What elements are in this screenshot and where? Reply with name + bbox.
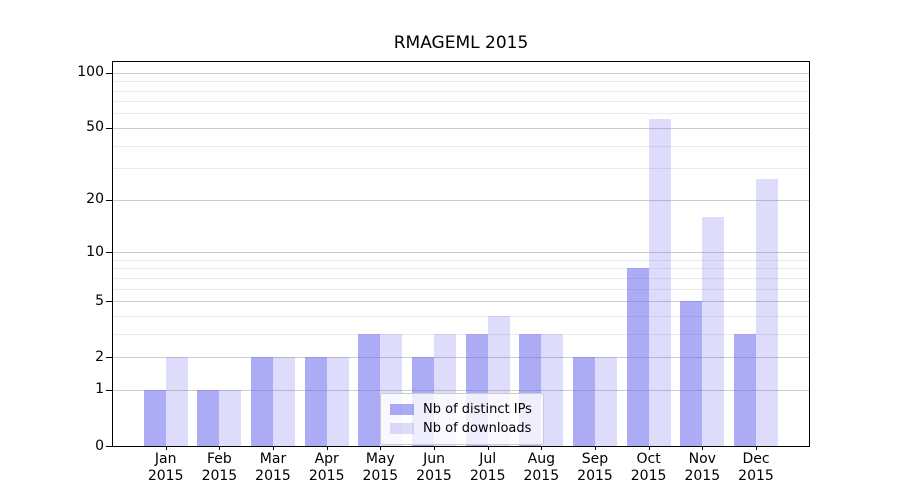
bar-downloads-oct — [648, 118, 671, 446]
gridline-10 — [113, 252, 809, 253]
bar-distinct-ips-sep — [573, 357, 595, 446]
x-tick-label-month-jun: Jun — [423, 451, 445, 467]
gridline-3 — [113, 333, 809, 335]
bar-distinct-ips-oct — [626, 268, 649, 446]
x-tick-label-year-aug: 2015 — [523, 468, 560, 484]
gridline-100 — [113, 72, 809, 74]
legend-item-downloads: Nb of downloads — [390, 419, 534, 438]
y-tick-label-0: 0 — [95, 437, 104, 454]
y-tick-label-50: 50 — [86, 119, 104, 136]
gridline-8 — [113, 268, 809, 270]
legend: Nb of distinct IPs Nb of downloads — [380, 393, 544, 445]
bar-downloads-jan — [165, 357, 188, 446]
gridline-5 — [113, 301, 809, 302]
bar-distinct-ips-feb — [197, 389, 220, 446]
gridline-90 — [113, 81, 809, 83]
x-tick-label-year-oct: 2015 — [630, 468, 667, 484]
legend-item-distinct-ips: Nb of distinct IPs — [390, 400, 534, 419]
y-tick-label-100: 100 — [77, 64, 104, 81]
gridline-50 — [113, 127, 809, 129]
x-tick-label-month-nov: Nov — [688, 451, 716, 467]
bar-downloads-feb — [219, 389, 242, 446]
bar-downloads-dec — [756, 179, 778, 446]
x-tick-label-month-mar: Mar — [259, 451, 287, 467]
x-tick-label-year-may: 2015 — [362, 468, 399, 484]
y-tick-label-1: 1 — [95, 381, 104, 398]
gridline-30 — [113, 168, 809, 170]
legend-label-distinct-ips: Nb of distinct IPs — [423, 402, 532, 417]
x-tick-label-year-apr: 2015 — [308, 468, 345, 484]
y-tick-label-10: 10 — [86, 243, 104, 260]
x-tick-label-year-jun: 2015 — [416, 468, 452, 484]
x-tick-label-month-oct: Oct — [636, 451, 661, 467]
y-tick-label-2: 2 — [95, 348, 104, 365]
legend-swatch-downloads — [390, 423, 414, 434]
gridline-40 — [113, 145, 809, 147]
gridlines-layer — [113, 62, 809, 446]
legend-swatch-distinct-ips — [390, 404, 414, 415]
x-tick-label-year-jul: 2015 — [469, 468, 506, 484]
plot-area: Nb of distinct IPs Nb of downloads — [112, 61, 810, 447]
x-tick-label-year-sep: 2015 — [577, 468, 613, 484]
x-tick-label-month-dec: Dec — [742, 451, 770, 467]
x-tick-label-month-feb: Feb — [206, 451, 232, 467]
bar-distinct-ips-mar — [251, 357, 273, 446]
x-tick-label-month-may: May — [365, 451, 395, 467]
gridline-60 — [113, 113, 809, 115]
y-tick-label-5: 5 — [95, 292, 104, 309]
x-tick-label-year-feb: 2015 — [201, 468, 238, 484]
bar-distinct-ips-dec — [734, 333, 756, 446]
gridline-7 — [113, 277, 809, 279]
x-tick-label-year-mar: 2015 — [255, 468, 291, 484]
x-tick-label-month-aug: Aug — [527, 451, 555, 467]
gridline-70 — [113, 101, 809, 103]
x-tick-label-month-sep: Sep — [581, 451, 609, 467]
bar-distinct-ips-jan — [143, 389, 166, 446]
bars-layer — [113, 62, 809, 446]
gridline-80 — [113, 90, 809, 92]
bar-downloads-sep — [595, 357, 617, 446]
x-tick-label-year-nov: 2015 — [684, 468, 721, 484]
bar-distinct-ips-apr — [304, 357, 327, 446]
x-tick-label-month-jan: Jan — [154, 451, 177, 467]
bar-downloads-nov — [702, 216, 725, 446]
bar-downloads-aug — [541, 333, 564, 446]
gridline-20 — [113, 199, 809, 201]
y-tick-label-20: 20 — [86, 191, 104, 208]
legend-label-downloads: Nb of downloads — [423, 421, 532, 436]
bar-distinct-ips-nov — [680, 301, 703, 446]
bar-distinct-ips-may — [358, 333, 381, 446]
chart-title: RMAGEML 2015 — [393, 33, 529, 53]
x-tick-label-year-jan: 2015 — [147, 468, 184, 484]
gridline-9 — [113, 259, 809, 261]
x-tick-label-month-jul: Jul — [479, 451, 497, 467]
gridline-2 — [113, 357, 809, 359]
gridline-4 — [113, 315, 809, 317]
bar-downloads-apr — [326, 357, 349, 446]
gridline-1 — [113, 389, 809, 391]
gridline-6 — [113, 288, 809, 290]
x-tick-label-year-dec: 2015 — [738, 468, 774, 484]
x-tick-label-month-apr: Apr — [314, 451, 339, 467]
bar-downloads-mar — [273, 357, 295, 446]
